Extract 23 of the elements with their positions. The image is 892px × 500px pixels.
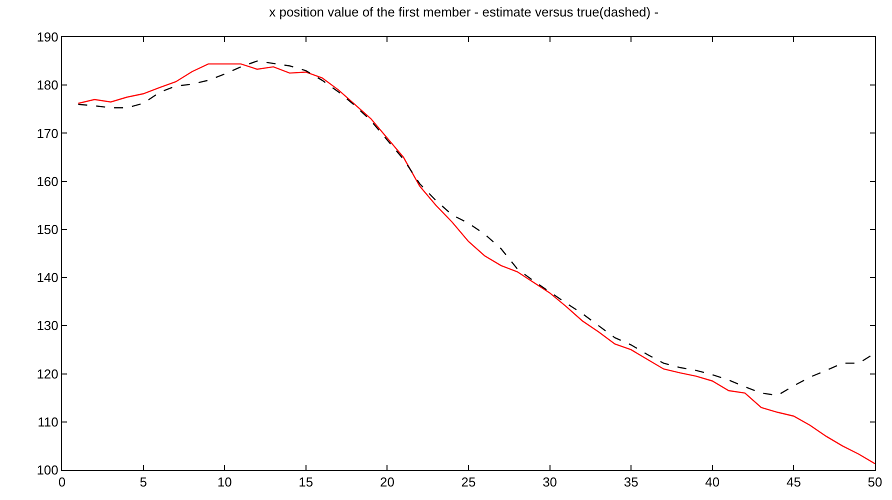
x-tick-label: 40 xyxy=(705,474,720,490)
x-tick-label: 10 xyxy=(217,474,232,490)
line-series xyxy=(78,63,875,464)
chart-title: x position value of the first member - estimate versus true(dashed) - xyxy=(269,4,659,20)
x-tick-label: 50 xyxy=(868,474,882,490)
y-tick-label: 120 xyxy=(36,366,58,382)
y-tick-label: 130 xyxy=(36,318,58,334)
x-tick-label: 25 xyxy=(461,474,476,490)
x-tick-label: 30 xyxy=(542,474,558,490)
x-tick-label: 15 xyxy=(298,474,314,490)
y-tick-label: 190 xyxy=(36,30,58,45)
x-tick-label: 0 xyxy=(58,474,66,490)
y-tick-label: 110 xyxy=(38,414,58,430)
y-tick-label: 160 xyxy=(36,174,58,189)
y-tick-label: 170 xyxy=(36,126,58,141)
x-tick-label: 5 xyxy=(140,474,147,490)
y-tick-label: 140 xyxy=(36,270,58,286)
y-tick-label: 100 xyxy=(36,462,58,478)
y-tick-label: 180 xyxy=(36,78,58,93)
x-tick-label: 45 xyxy=(786,474,801,490)
x-tick-label: 20 xyxy=(380,474,394,490)
y-tick-label: 150 xyxy=(36,222,58,237)
x-tick-label: 35 xyxy=(624,474,638,490)
